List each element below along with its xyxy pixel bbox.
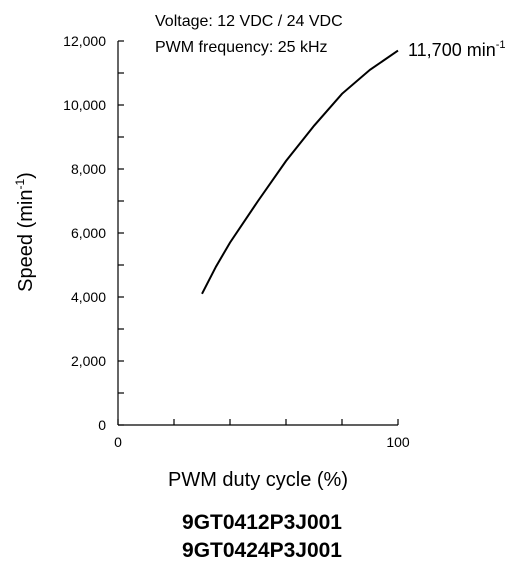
speed-curve xyxy=(201,49,399,295)
y-axis-ticks: 0 2,000 4,000 6,000 8,000 10,000 12,000 xyxy=(63,33,124,433)
y-tick-label: 0 xyxy=(98,417,106,433)
x-tick-label: 100 xyxy=(386,434,410,450)
y-tick-label: 6,000 xyxy=(71,225,106,241)
x-axis-ticks: 0 100 xyxy=(114,419,410,450)
y-tick-label: 4,000 xyxy=(71,289,106,305)
x-tick-label: 0 xyxy=(114,434,122,450)
y-axis-label: Speed (min-1) xyxy=(13,172,37,292)
y-tick-label: 2,000 xyxy=(71,353,106,369)
end-value-superscript: -1 xyxy=(496,39,506,51)
pwm-frequency-annotation: PWM frequency: 25 kHz xyxy=(155,39,328,56)
x-axis-label: PWM duty cycle (%) xyxy=(168,469,348,491)
speed-vs-duty-chart: 0 2,000 4,000 6,000 8,000 10,000 12,000 0 100 V… xyxy=(13,13,506,491)
model-name-2: 9GT0424P3J001 xyxy=(182,539,342,562)
y-tick-label: 8,000 xyxy=(71,161,106,177)
y-tick-label: 10,000 xyxy=(63,97,106,113)
end-value-label: 11,700 min-1 xyxy=(408,39,506,60)
model-name-1: 9GT0412P3J001 xyxy=(182,511,342,534)
voltage-annotation: Voltage: 12 VDC / 24 VDC xyxy=(155,13,343,30)
y-tick-label: 12,000 xyxy=(63,33,106,49)
